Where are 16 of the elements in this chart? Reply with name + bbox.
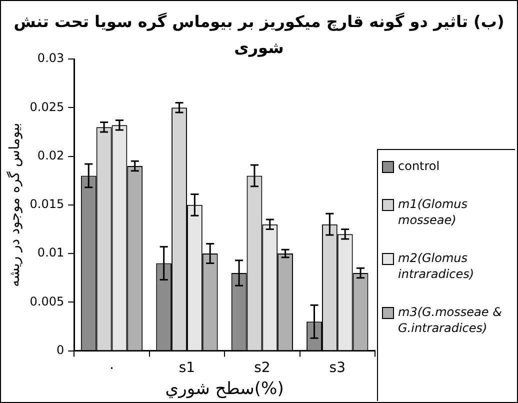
legend-label: control bbox=[398, 158, 440, 174]
y-tick-label: 0.02 bbox=[37, 148, 64, 162]
y-tick-label: 0.015 bbox=[30, 197, 64, 212]
x-tick-label: ٠ bbox=[108, 360, 116, 376]
y-tick-label: 0.025 bbox=[30, 100, 64, 114]
legend-label: m3(G.mosseae & G.intraradices) bbox=[398, 304, 503, 336]
legend-label: m2(Glomus intraradices) bbox=[398, 250, 476, 282]
y-tick-label: 0.01 bbox=[37, 246, 64, 260]
y-tick-label: 0.005 bbox=[30, 294, 64, 308]
x-tick-label: s3 bbox=[329, 360, 346, 376]
y-tick-label: 0 bbox=[56, 342, 64, 357]
x-tick-label: s1 bbox=[178, 360, 196, 376]
legend-label: m1(Glomus mosseae) bbox=[398, 196, 469, 228]
y-axis-title: بیوماس گره موجود در ریشه bbox=[6, 122, 24, 288]
x-axis-title: سطح شوري(%) bbox=[165, 379, 284, 400]
x-tick-label: s2 bbox=[254, 360, 270, 376]
